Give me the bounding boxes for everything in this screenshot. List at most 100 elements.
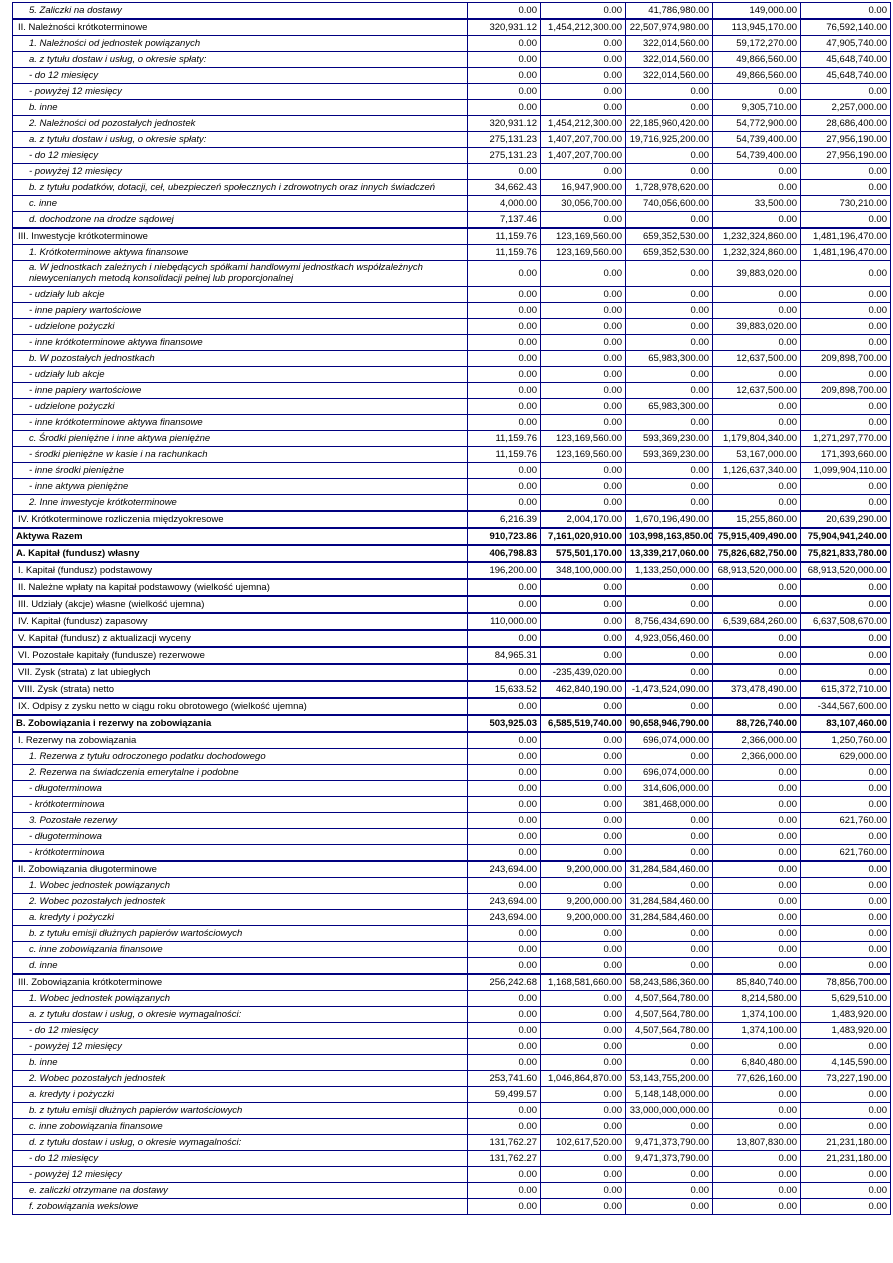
cell-value: 0.00 [712,1037,801,1055]
row-label: VII. Zysk (strata) z lat ubiegłych [12,662,468,682]
cell-value: 0.00 [467,827,541,845]
cell-value: 0.00 [800,260,891,287]
cell-value: 5,148,148,000.00 [625,1085,713,1103]
row-label: d. inne [12,956,468,975]
cell-value: 0.00 [540,1149,626,1167]
table-row: - inne papiery wartościowe 0.00 0.00 0.00 12… [12,381,891,399]
cell-value: 0.00 [800,859,891,878]
cell-value: 0.00 [800,662,891,682]
cell-value: 0.00 [540,594,626,614]
row-label: B. Zobowiązania i rezerwy na zobowiązani… [12,713,468,733]
cell-value: 4,000.00 [467,195,541,212]
cell-value: 0.00 [467,349,541,367]
row-label: V. Kapitał (fundusz) z aktualizacji wyce… [12,628,468,648]
cell-value: 320,931.12 [467,18,541,36]
table-row: d. z tytułu dostaw i usług, o okresie wy… [12,1133,891,1151]
row-label: a. z tytułu dostaw i usług, o okresie sp… [12,131,468,148]
cell-value: 0.00 [540,940,626,958]
row-label: 2. Wobec pozostałych jednostek [12,1069,468,1087]
cell-value: 0.00 [467,301,541,319]
cell-value: 696,074,000.00 [625,730,713,749]
cell-value: 0.00 [625,260,713,287]
cell-value: 0.00 [712,795,801,813]
cell-value: 322,014,560.00 [625,67,713,84]
table-row: 1. Wobec jednostek powiązanych 0.00 0.00 0.… [12,876,891,894]
cell-value: 9,200,000.00 [540,859,626,878]
cell-value: 0.00 [540,811,626,829]
table-row: I. Rezerwy na zobowiązania 0.00 0.00 696,07… [12,730,891,749]
table-row: V. Kapitał (fundusz) z aktualizacji wyce… [12,628,891,648]
table-row: - do 12 miesięcy 275,131.23 1,407,207,700.… [12,147,891,164]
cell-value: 0.00 [800,779,891,797]
cell-value: 0.00 [625,956,713,975]
cell-value: 0.00 [800,2,891,20]
cell-value: 314,606,000.00 [625,779,713,797]
cell-value: 615,372,710.00 [800,679,891,699]
table-row: b. inne 0.00 0.00 0.00 9,305,710.00 2,257,000… [12,99,891,116]
cell-value: 0.00 [712,811,801,829]
cell-value: 0.00 [540,365,626,383]
row-label: II. Zobowiązania długoterminowe [12,859,468,878]
row-label: - powyżej 12 miesięcy [12,163,468,180]
row-label: - powyżej 12 miesięcy [12,83,468,100]
cell-value: 49,866,560.00 [712,67,801,84]
table-row: 2. Inne inwestycje krótkoterminowe 0.00 0.… [12,493,891,512]
table-row: 2. Wobec pozostałych jednostek 243,694.00… [12,892,891,910]
cell-value: 740,056,600.00 [625,195,713,212]
table-row: c. inne 4,000.00 30,056,700.00 740,056,600.… [12,195,891,212]
cell-value: 12,637,500.00 [712,349,801,367]
cell-value: 41,786,980.00 [625,2,713,20]
row-label: III. Inwestycje krótkoterminowe [12,227,468,245]
row-label: - do 12 miesięcy [12,67,468,84]
cell-value: 0.00 [625,285,713,303]
table-row: a. kredyty i pożyczki 59,499.57 0.00 5,148,… [12,1085,891,1103]
cell-value: 462,840,190.00 [540,679,626,699]
cell-value: 0.00 [712,301,801,319]
cell-value: 22,507,974,980.00 [625,18,713,36]
cell-value: 0.00 [712,594,801,614]
cell-value: 0.00 [712,763,801,781]
cell-value: 85,840,740.00 [712,972,801,991]
cell-value: 84,965.31 [467,645,541,665]
table-row: d. dochodzone na drodze sądowej 7,137.46 0… [12,211,891,229]
cell-value: 15,633.52 [467,679,541,699]
cell-value: 0.00 [625,147,713,164]
cell-value: 0.00 [467,843,541,862]
cell-value: 0.00 [712,662,801,682]
row-label: A. Kapitał (fundusz) własny [12,543,468,563]
cell-value: 0.00 [540,1101,626,1119]
table-row: d. inne 0.00 0.00 0.00 0.00 0.00 [12,956,891,975]
table-row: f. zobowiązania wekslowe 0.00 0.00 0.00 0.00… [12,1197,891,1215]
cell-value: 9,305,710.00 [712,99,801,116]
row-label: f. zobowiązania wekslowe [12,1197,468,1215]
cell-value: 0.00 [540,301,626,319]
row-label: - inne papiery wartościowe [12,381,468,399]
cell-value: 0.00 [467,397,541,415]
cell-value: 621,760.00 [800,843,891,862]
cell-value: 1,126,637,340.00 [712,461,801,479]
cell-value: 4,923,056,460.00 [625,628,713,648]
row-label: VIII. Zysk (strata) netto [12,679,468,699]
row-label: - udzielone pożyczki [12,317,468,335]
cell-value: -235,439,020.00 [540,662,626,682]
table-row: 1. Należności od jednostek powiązanych 0.… [12,35,891,52]
balance-sheet-page: 5. Zaliczki na dostawy 0.00 0.00 41,786,980… [12,2,891,1215]
cell-value: 1,099,904,110.00 [800,461,891,479]
cell-value: 1,481,196,470.00 [800,244,891,261]
table-row: B. Zobowiązania i rezerwy na zobowiązani… [12,713,891,733]
cell-value: 209,898,700.00 [800,349,891,367]
cell-value: 8,214,580.00 [712,989,801,1007]
cell-value: 0.00 [540,611,626,631]
table-row: IV. Kapitał (fundusz) zapasowy 110,000.00… [12,611,891,631]
cell-value: 90,658,946,790.00 [625,713,713,733]
cell-value: 0.00 [467,51,541,68]
cell-value: 243,694.00 [467,892,541,910]
cell-value: 0.00 [540,477,626,495]
cell-value: 0.00 [712,1117,801,1135]
cell-value: 5,629,510.00 [800,989,891,1007]
table-row: - udzielone pożyczki 0.00 0.00 0.00 39,883,0… [12,317,891,335]
table-row: a. W jednostkach zależnych i niebędących… [12,260,891,287]
row-label: - udzielone pożyczki [12,397,468,415]
cell-value: 4,507,564,780.00 [625,1021,713,1039]
cell-value: 1,168,581,660.00 [540,972,626,991]
